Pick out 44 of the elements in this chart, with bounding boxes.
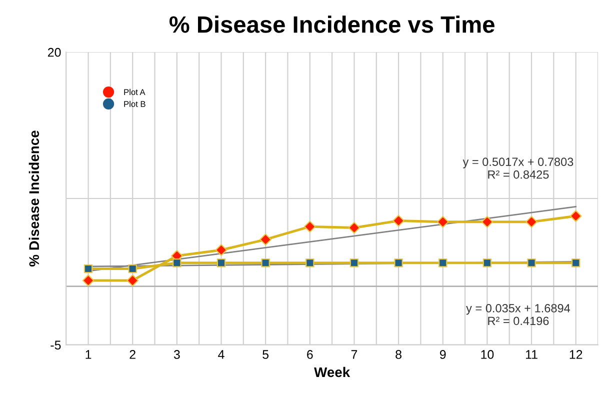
point (172, 258, 182, 268)
point (570, 210, 582, 222)
legend-label: Plot A (124, 88, 146, 96)
point (215, 244, 228, 256)
x-tick-label: 7 (351, 350, 358, 359)
point (84, 264, 93, 274)
point (216, 258, 226, 268)
x-tick-label: 11 (526, 350, 538, 359)
point (261, 258, 270, 268)
annotation: y = 0.5017x + 0.7803 R² = 0.8425 (462, 158, 574, 179)
x-tick-label: 3 (174, 350, 180, 359)
point (126, 274, 139, 286)
x-tick-label: 5 (262, 350, 269, 359)
x-axis-title: Week (314, 366, 350, 378)
point (348, 222, 360, 234)
point (260, 234, 272, 246)
point (304, 220, 316, 233)
annotation: y = 0.035x + 1.6894 R² = 0.4196 (466, 304, 570, 326)
x-tick-label: 2 (130, 350, 136, 359)
chart-title: % Disease Incidence vs Time (169, 16, 494, 33)
point (482, 258, 492, 268)
point (481, 216, 494, 228)
point (350, 258, 359, 268)
x-tick-label: 8 (396, 350, 402, 359)
x-tick-label: 12 (570, 350, 582, 359)
point (436, 216, 449, 228)
x-tick-label: 9 (440, 350, 446, 359)
y-axis-title: % Disease Incidence (28, 130, 40, 266)
x-tick-label: 10 (481, 350, 494, 359)
x-tick-label: 1 (86, 350, 92, 359)
point (82, 274, 94, 286)
point (128, 264, 137, 274)
point (306, 258, 314, 268)
point (394, 258, 403, 268)
legend-label: Plot B (124, 100, 146, 107)
y-tick-label: -5 (50, 340, 61, 350)
point (527, 258, 536, 268)
point (571, 258, 580, 268)
point (526, 216, 538, 228)
point (392, 214, 404, 227)
y-tick-label: 20 (48, 48, 61, 57)
x-tick-label: 6 (307, 350, 313, 359)
x-tick-label: 4 (218, 350, 224, 359)
point (438, 258, 448, 268)
